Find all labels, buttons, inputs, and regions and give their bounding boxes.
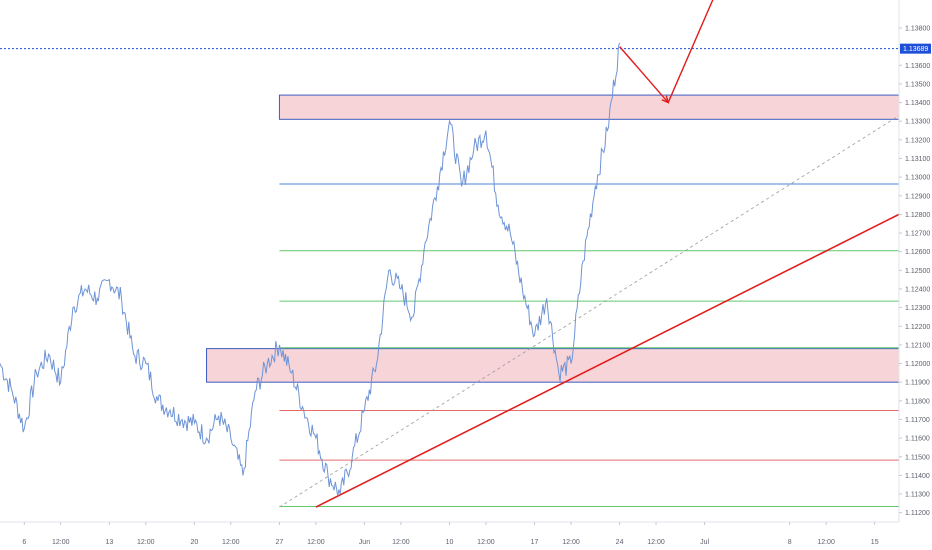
arrows-layer [619, 0, 714, 104]
price-series-line [0, 42, 621, 496]
x-tick-label: Jun [359, 539, 370, 546]
y-tick-label: 1.12200 [905, 324, 930, 331]
x-tick-label: 12:00 [647, 539, 665, 546]
x-tick-label: 27 [276, 539, 284, 546]
x-tick-label: 15 [871, 539, 879, 546]
y-tick-label: 1.13000 [905, 175, 930, 182]
x-tick-label: 20 [190, 539, 198, 546]
x-tick-label: 13 [105, 539, 113, 546]
y-tick-label: 1.11800 [905, 398, 930, 405]
trendlines-layer [279, 115, 900, 508]
x-tick-label: 12:00 [477, 539, 495, 546]
support-zone [206, 348, 900, 383]
series-layer [0, 42, 621, 496]
y-tick-label: 1.13300 [905, 119, 930, 126]
x-tick-label: Jul [700, 539, 709, 546]
y-tick-label: 1.12400 [905, 286, 930, 293]
y-tick-label: 1.12900 [905, 193, 930, 200]
x-tick-label: 12:00 [562, 539, 580, 546]
y-tick-label: 1.11400 [905, 473, 930, 480]
arrow-1 [667, 0, 714, 103]
time-axis[interactable]: 6 12:00 13 12:00 20 12:00 27 12:00 Jun 12:00 10 12:… [22, 522, 879, 546]
resistance-zone [278, 94, 900, 120]
y-tick-label: 1.12000 [905, 361, 930, 368]
y-tick-label: 1.11900 [905, 380, 930, 387]
y-tick-label: 1.12100 [905, 342, 930, 349]
plot-background [0, 0, 899, 522]
y-tick-label: 1.12700 [905, 231, 930, 238]
price-axis[interactable]: 1.13800 1.13600 1.13500 1.13400 1.13300 1.132… [899, 25, 931, 517]
y-tick-label: 1.13100 [905, 156, 930, 163]
x-tick-label: 12:00 [222, 539, 240, 546]
x-tick-label: 6 [22, 539, 26, 546]
arrow-head-0 [661, 95, 670, 104]
parallel-channel-line [279, 115, 900, 508]
y-tick-label: 1.11200 [905, 510, 930, 517]
arrow-0 [619, 46, 669, 103]
y-tick-label: 1.12600 [905, 249, 930, 256]
x-tick-label: 10 [446, 539, 454, 546]
y-tick-label: 1.13800 [905, 25, 930, 32]
y-tick-label: 1.11600 [905, 436, 930, 443]
y-tick-label: 1.13200 [905, 137, 930, 144]
x-tick-label: 12:00 [52, 539, 70, 546]
y-tick-label: 1.12300 [905, 305, 930, 312]
x-tick-label: 12:00 [817, 539, 835, 546]
x-tick-label: 17 [531, 539, 539, 546]
x-tick-label: 12:00 [137, 539, 155, 546]
y-tick-label: 1.13500 [905, 81, 930, 88]
zones-layer [206, 94, 900, 383]
y-tick-label: 1.13400 [905, 100, 930, 107]
y-tick-label: 1.11300 [905, 492, 930, 499]
ascending-support-line [315, 213, 900, 508]
x-tick-label: 12:00 [392, 539, 410, 546]
y-tick-label: 1.13600 [905, 63, 930, 70]
y-tick-label: 1.11700 [905, 417, 930, 424]
x-tick-label: 12:00 [307, 539, 325, 546]
last-price-label: 1.13689 [903, 46, 928, 53]
y-tick-label: 1.12800 [905, 212, 930, 219]
y-tick-label: 1.11500 [905, 454, 930, 461]
x-tick-label: 8 [788, 539, 792, 546]
last-price-badge [900, 43, 931, 54]
y-tick-label: 1.12500 [905, 268, 930, 275]
levels-layer [279, 183, 899, 508]
x-tick-label: 24 [616, 539, 624, 546]
